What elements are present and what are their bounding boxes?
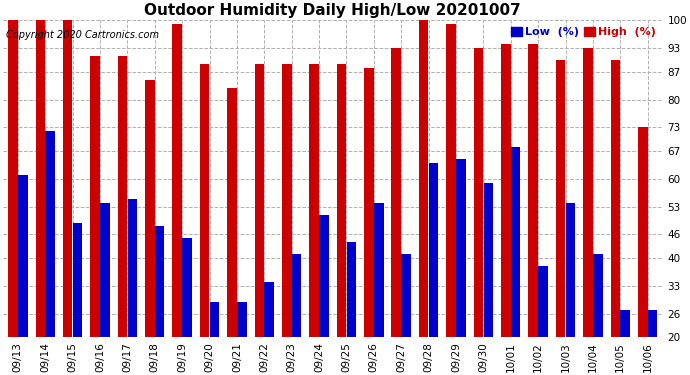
Bar [72,222,82,375]
Bar [501,44,511,375]
Bar [583,48,593,375]
Bar [566,203,575,375]
Bar [446,24,456,375]
Bar [346,242,356,375]
Bar [593,254,602,375]
Bar [18,175,28,375]
Bar [46,131,55,375]
Bar [337,64,346,375]
Bar [374,203,384,375]
Bar [391,48,401,375]
Bar [35,20,45,375]
Bar [529,44,538,375]
Bar [538,266,548,375]
Bar [155,226,164,375]
Bar [473,48,483,375]
Bar [264,282,274,375]
Bar [620,310,630,375]
Text: Copyright 2020 Cartronics.com: Copyright 2020 Cartronics.com [6,30,159,40]
Bar [172,24,182,375]
Bar [638,128,647,375]
Bar [63,20,72,375]
Bar [237,302,246,375]
Bar [200,64,209,375]
Bar [282,64,292,375]
Legend: Low  (%), High  (%): Low (%), High (%) [510,26,657,38]
Bar [648,310,658,375]
Bar [484,183,493,375]
Bar [145,80,155,375]
Bar [611,60,620,375]
Bar [128,199,137,375]
Bar [227,88,237,375]
Bar [556,60,565,375]
Bar [292,254,302,375]
Bar [456,159,466,375]
Bar [511,147,520,375]
Title: Outdoor Humidity Daily High/Low 20201007: Outdoor Humidity Daily High/Low 20201007 [144,3,521,18]
Bar [118,56,127,375]
Bar [402,254,411,375]
Bar [255,64,264,375]
Bar [419,20,428,375]
Bar [364,68,374,375]
Bar [309,64,319,375]
Bar [182,238,192,375]
Bar [100,203,110,375]
Bar [90,56,100,375]
Bar [8,20,18,375]
Bar [210,302,219,375]
Bar [319,214,329,375]
Bar [428,163,438,375]
